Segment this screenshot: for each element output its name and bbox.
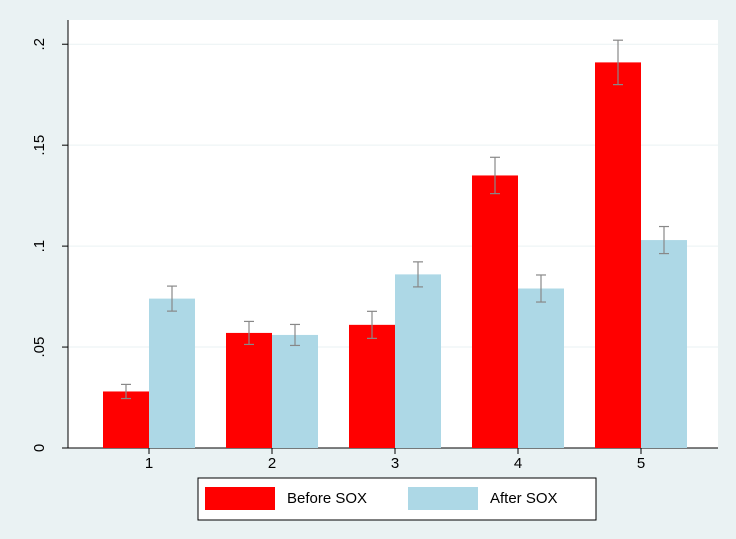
bar [472,175,518,449]
y-tick-label: .1 [31,240,48,253]
bar [595,62,641,448]
bar [149,298,195,448]
bar [103,391,149,448]
bar [349,324,395,448]
legend-swatch [408,487,478,510]
x-tick-label: 3 [391,455,399,472]
y-tick-label: .2 [31,38,48,51]
x-tick-label: 5 [637,455,645,472]
legend-swatch [205,487,275,510]
y-tick-label: .15 [31,135,48,156]
bar [641,240,687,448]
bar [272,334,318,448]
legend-label: After SOX [490,490,558,507]
y-tick-label: .05 [31,337,48,358]
bar [226,332,272,448]
x-tick-label: 4 [514,455,522,472]
bar [518,288,564,448]
y-tick-label: 0 [31,444,48,452]
bar [395,274,441,448]
x-tick-label: 1 [145,455,153,472]
x-tick-label: 2 [268,455,276,472]
legend-label: Before SOX [287,490,367,507]
